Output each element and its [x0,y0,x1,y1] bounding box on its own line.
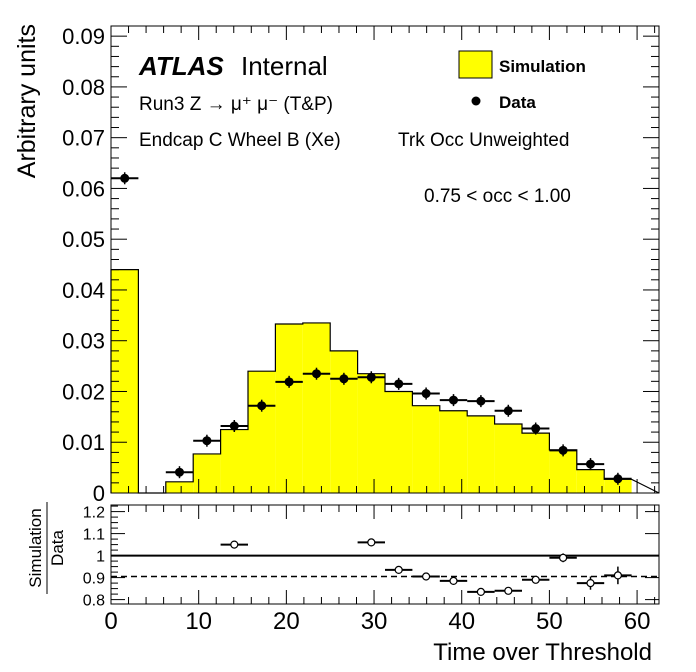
main-y-tick-label: 0.01 [62,430,105,455]
data-point [394,379,404,389]
legend: Simulation Data [458,50,586,112]
simulation-bar [576,469,605,493]
data-point [229,421,239,431]
simulation-bar [439,410,468,493]
x-tick-label: 30 [361,608,388,635]
legend-data-label: Data [499,93,536,112]
legend-simulation-swatch [458,50,493,79]
x-tick-label: 0 [104,608,117,635]
simulation-bar [385,391,413,493]
simulation-bar [549,449,577,493]
simulation-bar [467,415,495,493]
simulation-bar [275,323,303,493]
data-point [202,436,212,446]
atlas-label: ATLAS Internal [138,51,328,81]
ratio-label-numerator: Simulation [26,508,45,587]
simulation-bar [604,479,632,493]
simulation-bar [220,429,248,493]
ratio-y-axis-label: Simulation Data [26,502,67,594]
ratio-x-axis: 0 10 20 30 40 50 60 [104,505,656,635]
data-point [175,467,184,477]
ratio-point [586,578,595,588]
ratio-point [531,575,540,584]
ratio-y-axis: 0.8 0.9 1 1.1 1.2 [83,505,659,610]
data-point [586,459,595,469]
main-y-tick-label: 0 [93,481,105,506]
data-point [421,389,431,399]
simulation-bar [248,371,276,493]
main-y-tick-label: 0.03 [62,329,105,354]
x-tick-label: 20 [273,608,300,635]
main-y-tick-label: 0.08 [62,75,105,100]
atlas-experiment: ATLAS [138,51,224,81]
data-point [257,401,267,411]
simulation-bar [330,350,358,493]
data-point [503,406,513,416]
ratio-plot-frame [110,504,660,605]
simulation-bar [522,433,550,493]
region-label: Endcap C Wheel B (Xe) [139,130,341,151]
ratio-point [230,540,239,549]
simulation-bar [302,322,331,493]
main-y-axis: 0 0.01 0.02 0.03 0.04 0.05 0.06 0.07 0.08 0.09 [62,24,659,506]
ratio-point [613,571,623,580]
ratio-point [449,576,458,586]
data-point [613,474,623,484]
ratio-point [504,586,513,595]
run-label: Run3 Z → μ⁺ μ⁻ (T&P) [139,94,333,115]
x-tick-label: 40 [448,608,475,635]
main-y-tick-label: 0.07 [62,126,105,151]
simulation-bar [494,423,522,493]
ratio-y-tick-label: 1.2 [83,505,105,522]
ratio-plot-panel: 0.8 0.9 1 1.1 1.2 0 10 20 30 40 50 60 Simulation D… [26,502,660,666]
ratio-points [220,538,632,597]
ratio-point [558,553,568,562]
ratio-point [394,565,403,575]
data-point [312,369,321,379]
data-point [558,445,568,455]
data-point [120,173,130,183]
main-x-ticks [110,26,656,493]
data-point [339,374,349,384]
data-point [284,377,294,387]
ratio-y-tick-label: 1 [96,549,105,566]
data-point [449,395,458,405]
x-tick-label: 10 [185,608,212,635]
x-axis-label: Time over Threshold [433,639,652,666]
data-point [531,424,541,434]
atlas-status: Internal [241,51,328,81]
main-plot-panel: 0 0.01 0.02 0.03 0.04 0.05 0.06 0.07 0.08 0.09 Ar… [13,24,660,506]
simulation-bar [357,373,385,493]
x-tick-label: 60 [624,608,651,635]
ratio-label-denominator: Data [48,530,67,566]
ratio-point [422,572,431,581]
data-point [476,396,486,406]
data-point [366,372,376,382]
ratio-point [476,587,485,597]
main-y-tick-label: 0.06 [62,176,105,201]
legend-data-marker [471,96,481,106]
ratio-point [367,538,376,547]
x-tick-label: 50 [536,608,563,635]
simulation-histogram [110,269,660,494]
ratio-y-tick-label: 0.8 [83,593,105,610]
main-y-axis-label: Arbitrary units [13,24,41,178]
simulation-bar [412,405,440,493]
main-y-tick-label: 0.04 [62,278,105,303]
legend-simulation-label: Simulation [499,57,586,76]
ratio-y-tick-label: 0.9 [83,571,105,588]
occupancy-label: 0.75 < occ < 1.00 [424,186,571,207]
main-y-tick-label: 0.05 [62,227,105,252]
simulation-bar [165,481,194,493]
main-y-tick-label: 0.09 [62,24,105,49]
weighting-label: Trk Occ Unweighted [398,130,569,151]
main-y-tick-label: 0.02 [62,379,105,404]
ratio-y-tick-label: 1.1 [83,527,105,544]
data-points [111,172,632,485]
